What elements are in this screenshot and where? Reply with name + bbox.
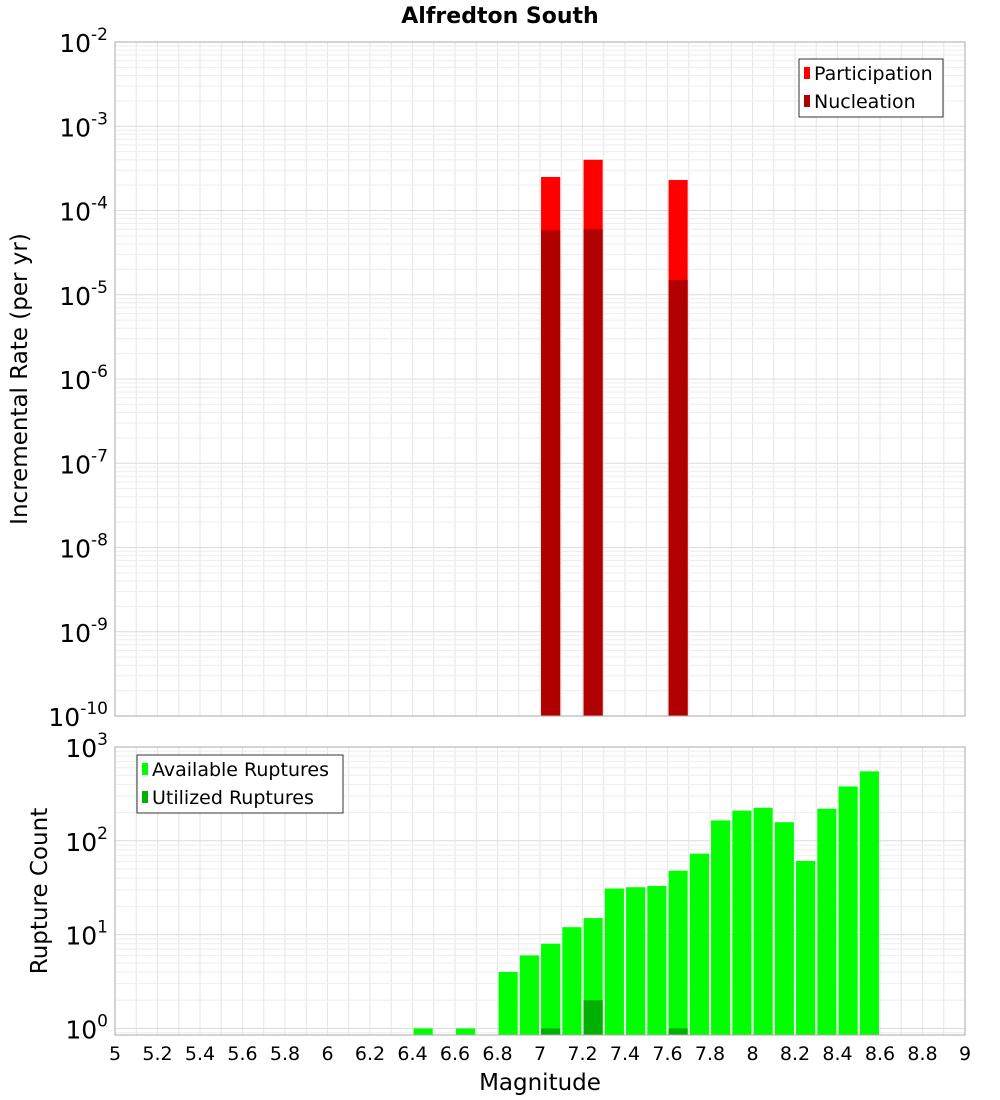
bottom-y-axis-label: Rupture Count (27, 808, 53, 974)
x-tick-label: 5.8 (270, 1043, 300, 1065)
bar-available-ruptures (817, 808, 837, 1035)
legend-swatch (142, 791, 148, 803)
legend-label: Participation (814, 63, 933, 85)
y-tick-label: 10-8 (59, 531, 108, 564)
x-tick-label: 7 (534, 1043, 546, 1065)
legend-box (136, 754, 344, 814)
y-tick-label: 10-9 (59, 615, 108, 648)
y-tick-label: 10-2 (59, 25, 108, 58)
legend-label: Available Ruptures (152, 759, 329, 781)
bar-available-ruptures (838, 786, 858, 1035)
x-tick-label: 7.6 (652, 1043, 682, 1065)
legend-swatch (142, 763, 148, 775)
y-tick-label: 10-5 (59, 278, 108, 311)
bottom-bars (413, 771, 879, 1035)
top-y-ticks: 10-2 10-3 10-4 10-5 10-6 10-7 10-8 10-9 10-10 (48, 25, 108, 732)
top-y-axis-label: Incremental Rate (per yr) (7, 233, 33, 525)
y-tick-label: 100 (65, 1011, 108, 1044)
y-tick-label: 10-3 (59, 109, 108, 142)
bar-available-ruptures (562, 927, 582, 1035)
bar-available-ruptures (456, 1028, 476, 1035)
bar-available-ruptures (498, 971, 518, 1035)
bottom-y-ticks: 103 102 101 100 (65, 730, 108, 1044)
x-tick-label: 5.2 (142, 1043, 172, 1065)
legend-box (798, 58, 944, 118)
bottom-panel: 103 102 101 100 5 5.2 5.4 5.6 5.8 6 6.2 6.4 6.6 6.8 7… (27, 730, 971, 1096)
x-tick-label: 8.4 (822, 1043, 852, 1065)
top-panel: 10-2 10-3 10-4 10-5 10-6 10-7 10-8 10-9 10-10 In… (7, 25, 966, 732)
x-tick-label: 6 (321, 1043, 333, 1065)
bar-utilized-ruptures (541, 1028, 561, 1035)
bar-available-ruptures (859, 771, 879, 1035)
bar-nucleation (668, 279, 688, 716)
y-tick-label: 103 (65, 730, 108, 763)
bar-available-ruptures (711, 820, 731, 1035)
bar-available-ruptures (626, 887, 646, 1035)
y-tick-label: 10-6 (59, 362, 108, 395)
top-legend: Participation Nucleation (798, 58, 944, 118)
bar-available-ruptures (647, 885, 667, 1035)
chart-title: Alfredton South (401, 4, 598, 29)
x-tick-label: 7.4 (610, 1043, 640, 1065)
legend-label: Utilized Ruptures (152, 787, 314, 809)
x-tick-label: 6.4 (397, 1043, 427, 1065)
top-bars (541, 159, 688, 717)
y-tick-label: 10-10 (48, 699, 108, 732)
x-tick-label: 7.8 (695, 1043, 725, 1065)
x-ticks: 5 5.2 5.4 5.6 5.8 6 6.2 6.4 6.6 6.8 7 7.2 7.4 7.6 7.8 8… (109, 1043, 971, 1065)
bottom-plot-frame (114, 746, 966, 1036)
bar-available-ruptures (519, 955, 539, 1035)
y-tick-label: 102 (65, 824, 108, 857)
bar-available-ruptures (668, 870, 688, 1035)
bar-available-ruptures (413, 1028, 433, 1035)
top-plot-frame (114, 41, 966, 717)
legend-swatch (804, 95, 810, 107)
bar-nucleation (541, 230, 561, 716)
y-tick-label: 101 (65, 918, 108, 951)
bar-available-ruptures (689, 853, 709, 1035)
top-grid (114, 41, 966, 717)
bar-available-ruptures (732, 810, 752, 1035)
bottom-legend: Available Ruptures Utilized Ruptures (136, 754, 344, 814)
x-tick-label: 5.6 (227, 1043, 257, 1065)
bar-available-ruptures (774, 822, 794, 1035)
bar-utilized-ruptures (668, 1028, 688, 1035)
x-tick-label: 6.8 (482, 1043, 512, 1065)
x-tick-label: 7.2 (567, 1043, 597, 1065)
x-tick-label: 8.6 (865, 1043, 895, 1065)
x-tick-label: 6.2 (355, 1043, 385, 1065)
bar-available-ruptures (796, 860, 816, 1035)
x-tick-label: 8.8 (907, 1043, 937, 1065)
x-tick-label: 6.6 (440, 1043, 470, 1065)
bar-available-ruptures (753, 807, 773, 1035)
bar-available-ruptures (541, 943, 561, 1035)
legend-label: Nucleation (814, 91, 916, 113)
x-axis-label: Magnitude (479, 1070, 601, 1096)
legend-swatch (804, 67, 810, 79)
x-tick-label: 5 (109, 1043, 121, 1065)
y-tick-label: 10-7 (59, 446, 108, 479)
bar-utilized-ruptures (583, 1000, 603, 1035)
x-tick-label: 8 (746, 1043, 758, 1065)
y-tick-label: 10-4 (59, 194, 108, 227)
bar-available-ruptures (604, 888, 624, 1035)
x-tick-label: 5.4 (185, 1043, 215, 1065)
x-tick-label: 8.2 (780, 1043, 810, 1065)
bar-nucleation (583, 229, 603, 717)
x-tick-label: 9 (959, 1043, 971, 1065)
